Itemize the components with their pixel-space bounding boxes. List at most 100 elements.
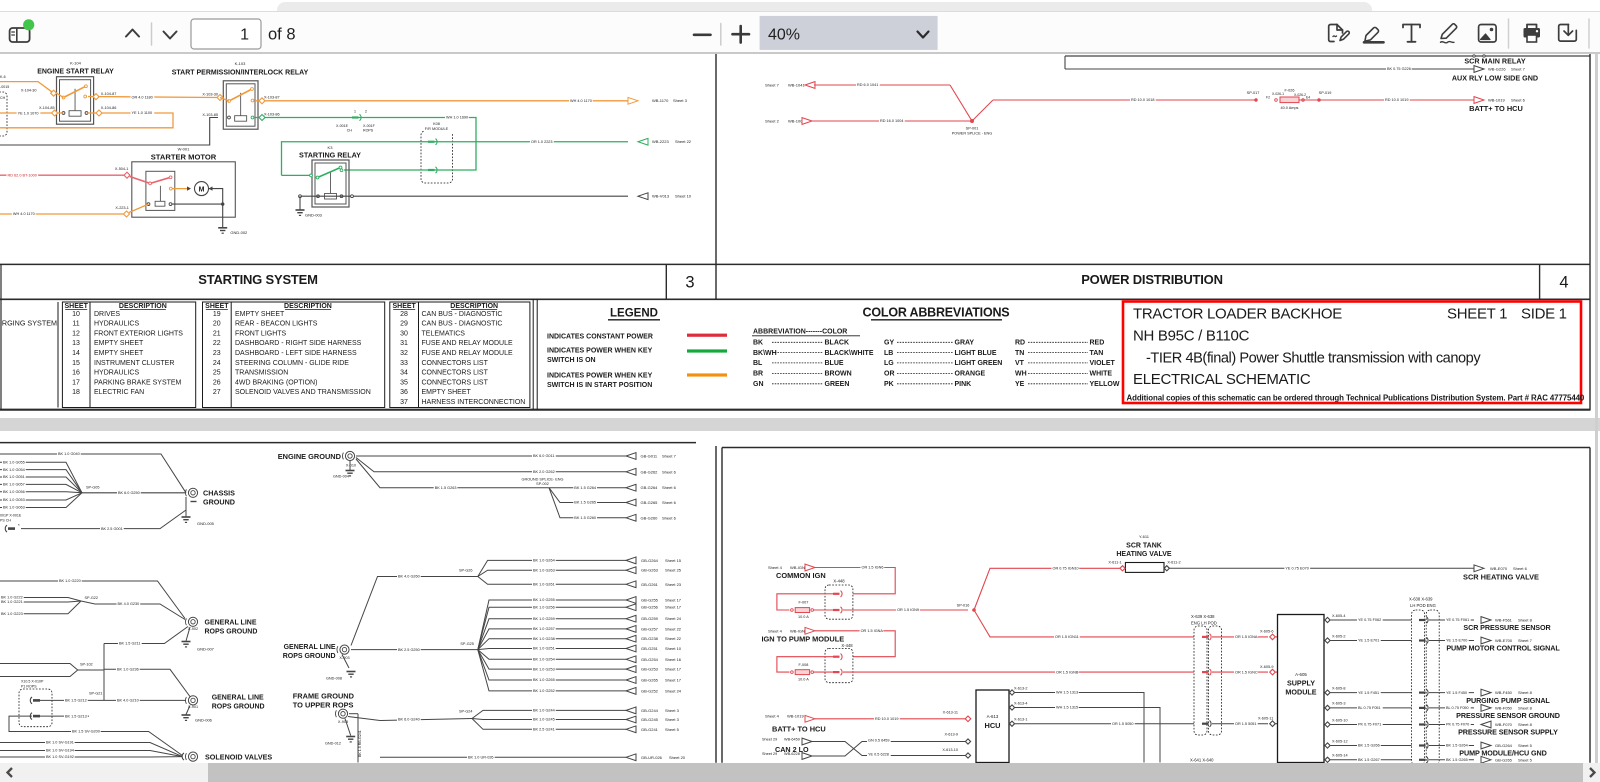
svg-text:ABBREVIATION-------COLOR: ABBREVIATION-------COLOR <box>753 329 847 336</box>
svg-text:EMPTY SHEET: EMPTY SHEET <box>94 340 144 347</box>
svg-text:GB-G262: GB-G262 <box>641 469 659 474</box>
svg-text:BK 6.0 G011: BK 6.0 G011 <box>533 454 554 458</box>
svg-text:SP-G24: SP-G24 <box>459 710 473 714</box>
svg-text:BK 1.5 G212: BK 1.5 G212 <box>65 699 87 703</box>
svg-text:1: 1 <box>354 110 356 114</box>
svg-text:of 8: of 8 <box>268 26 296 44</box>
svg-text:WH 4.0 1170: WH 4.0 1170 <box>13 212 35 216</box>
svg-text:BK 1.0 G057: BK 1.0 G057 <box>3 483 25 487</box>
svg-text:X-605-3: X-605-3 <box>1332 702 1346 706</box>
svg-text:40%: 40% <box>768 27 800 44</box>
svg-text:GB-G261: GB-G261 <box>641 582 659 587</box>
svg-text:GND-008: GND-008 <box>326 677 342 681</box>
svg-text:SCR MAIN RELAY: SCR MAIN RELAY <box>1464 57 1525 66</box>
svg-text:Sheet 10: Sheet 10 <box>665 646 682 651</box>
svg-text:LIGHT GREEN: LIGHT GREEN <box>955 360 1003 367</box>
svg-text:K08: K08 <box>433 122 440 126</box>
svg-text:X-504-1: X-504-1 <box>115 167 129 171</box>
svg-text:BK 0.75 G226: BK 0.75 G226 <box>1387 67 1411 71</box>
svg-text:HCU: HCU <box>984 721 1000 730</box>
svg-text:WB-6228: WB-6228 <box>784 752 800 756</box>
svg-text:X-103-87: X-103-87 <box>264 96 280 100</box>
svg-text:WB-1041: WB-1041 <box>788 82 805 87</box>
svg-text:VIOLET: VIOLET <box>1090 360 1116 367</box>
svg-text:WB-2223: WB-2223 <box>652 139 669 144</box>
svg-text:LIGHT BLUE: LIGHT BLUE <box>955 350 997 357</box>
svg-text:FRONT EXTERIOR LIGHTS: FRONT EXTERIOR LIGHTS <box>94 331 183 338</box>
svg-text:GN 0.5 6459: GN 0.5 6459 <box>868 739 890 743</box>
svg-text:GB-G264: GB-G264 <box>641 485 659 490</box>
svg-text:E4: E4 <box>1306 96 1310 100</box>
svg-text:GY: GY <box>884 340 894 347</box>
svg-text:FUSE AND RELAY MODULE: FUSE AND RELAY MODULE <box>422 350 513 357</box>
svg-text:OR 1.5 IGN9: OR 1.5 IGN9 <box>897 608 919 612</box>
svg-text:Sheet 29: Sheet 29 <box>762 738 777 742</box>
svg-text:SP-019: SP-019 <box>1319 91 1332 95</box>
svg-text:BK 1.0 G245: BK 1.0 G245 <box>533 718 555 722</box>
svg-text:GB-G244: GB-G244 <box>641 708 659 713</box>
svg-text:COLOR ABBREVIATIONS: COLOR ABBREVIATIONS <box>863 306 1010 320</box>
svg-text:BLACK: BLACK <box>825 340 850 347</box>
svg-text:GB-G256: GB-G256 <box>641 605 659 610</box>
svg-text:HYDRAULICS: HYDRAULICS <box>94 370 139 377</box>
svg-text:GB-G253: GB-G253 <box>641 667 659 672</box>
svg-text:YE 1.5 E701: YE 1.5 E701 <box>1358 639 1379 643</box>
svg-text:X-104-30: X-104-30 <box>21 88 37 92</box>
svg-text:X-026-1: X-026-1 <box>1272 92 1284 96</box>
svg-text:F-007: F-007 <box>798 601 808 605</box>
svg-text:WH 1.5 1313: WH 1.5 1313 <box>1056 691 1078 695</box>
svg-text:X-448: X-448 <box>833 579 845 584</box>
svg-text:GN: GN <box>753 381 764 388</box>
svg-text:DESCRIPTION: DESCRIPTION <box>284 303 332 310</box>
svg-text:OR: OR <box>884 371 895 378</box>
svg-text:LH POD ENG: LH POD ENG <box>1410 603 1436 608</box>
svg-text:BK 1.0 G054: BK 1.0 G054 <box>3 468 25 472</box>
svg-text:-TIER 4B(final) Power Shuttle: -TIER 4B(final) Power Shuttle transmissi… <box>1146 351 1481 367</box>
svg-text:YE 0.75 E070: YE 0.75 E070 <box>1285 566 1308 570</box>
svg-text:X10.5 X-010P: X10.5 X-010P <box>21 680 44 684</box>
svg-text:BK 1.0 SV-G191: BK 1.0 SV-G191 <box>46 741 74 745</box>
svg-text:Sheet 15: Sheet 15 <box>665 558 682 563</box>
svg-text:K-104: K-104 <box>70 61 81 66</box>
svg-text:Sheet 8: Sheet 8 <box>1518 690 1533 695</box>
svg-text:BK 1.0 SV-G194: BK 1.0 SV-G194 <box>46 749 74 753</box>
svg-text:X-223-1: X-223-1 <box>115 206 129 210</box>
svg-text:GB-G264: GB-G264 <box>641 558 659 563</box>
svg-text:GND-007: GND-007 <box>197 647 215 652</box>
svg-text:SOLENOID VALVES AND TRANSMISSI: SOLENOID VALVES AND TRANSMISSION <box>235 389 371 396</box>
svg-text:BK 1.5 G211: BK 1.5 G211 <box>119 642 140 646</box>
svg-text:GND-006: GND-006 <box>195 718 213 723</box>
svg-text:ENGINE START RELAY: ENGINE START RELAY <box>37 69 114 76</box>
svg-text:GND-004: GND-004 <box>333 475 349 479</box>
svg-text:X-103-30: X-103-30 <box>202 93 218 97</box>
svg-text:CHASSIS: CHASSIS <box>203 489 235 498</box>
svg-text:EMPTY SHEET: EMPTY SHEET <box>94 350 144 357</box>
svg-text:SHEET 1: SHEET 1 <box>1447 306 1507 323</box>
svg-text:CAN BUS - DIAGNOSTIC: CAN BUS - DIAGNOSTIC <box>422 321 503 328</box>
svg-text:BR: BR <box>753 371 763 378</box>
svg-text:BK 1.5 G213: BK 1.5 G213 <box>65 714 87 718</box>
svg-text:Sheet 8: Sheet 8 <box>1518 705 1533 710</box>
svg-text:YE 1.0 1070: YE 1.0 1070 <box>18 111 39 115</box>
svg-text:Sheet 8: Sheet 8 <box>1518 722 1533 727</box>
svg-text:AUX RLY LOW SIDE GND: AUX RLY LOW SIDE GND <box>1452 74 1538 83</box>
svg-text:BK 2.5 G001: BK 2.5 G001 <box>101 527 123 531</box>
svg-text:RD 6.0 1041: RD 6.0 1041 <box>857 83 878 87</box>
svg-text:3: 3 <box>685 274 694 292</box>
svg-text:CAN 2 LO: CAN 2 LO <box>775 745 809 754</box>
svg-text:GB-G257: GB-G257 <box>641 626 659 631</box>
svg-text:28: 28 <box>400 311 408 318</box>
svg-text:YE 1.5 F451: YE 1.5 F451 <box>1358 691 1379 695</box>
svg-text:GRAY: GRAY <box>955 340 975 347</box>
svg-text:16: 16 <box>72 370 80 377</box>
svg-text:X-639 X-638: X-639 X-638 <box>1191 614 1215 619</box>
svg-text:35: 35 <box>400 379 408 386</box>
svg-text:10: 10 <box>72 311 80 318</box>
svg-text:FRONT LIGHTS: FRONT LIGHTS <box>235 331 287 338</box>
svg-text:GB-G238: GB-G238 <box>641 636 659 641</box>
svg-text:GB-G011: GB-G011 <box>641 454 658 459</box>
svg-text:X-613-1: X-613-1 <box>1014 718 1028 722</box>
svg-text:WB-E070: WB-E070 <box>1490 566 1508 571</box>
svg-text:X-104-85: X-104-85 <box>39 106 55 110</box>
svg-text:Sheet 17: Sheet 17 <box>665 598 682 603</box>
